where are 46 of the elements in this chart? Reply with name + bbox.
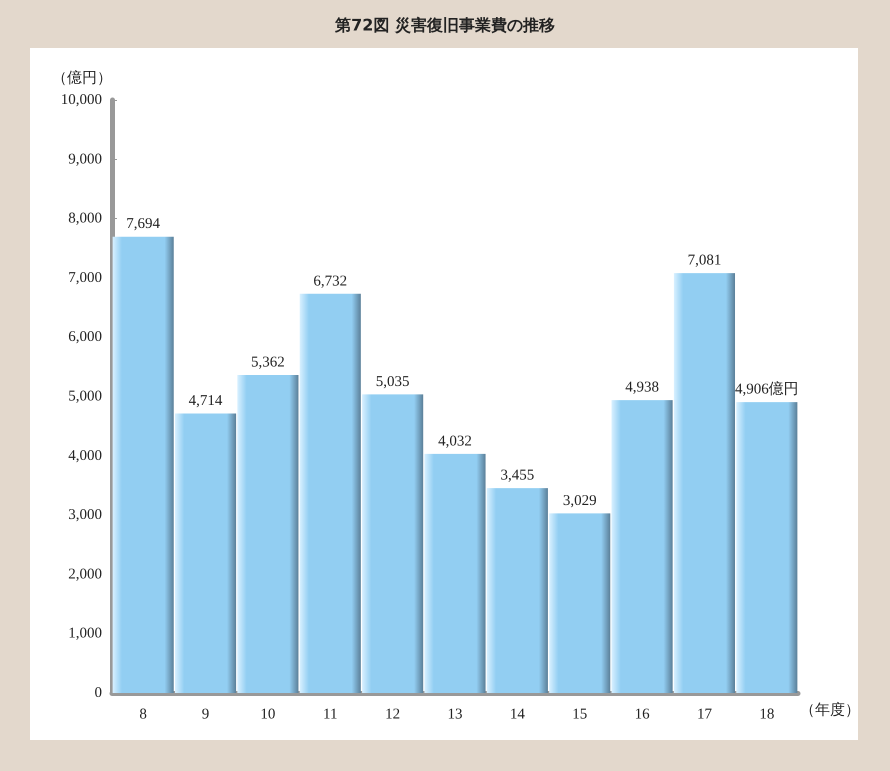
y-tick-label: 4,000 bbox=[68, 448, 102, 464]
x-axis-title: （年度） bbox=[800, 702, 860, 718]
data-label: 7,081 bbox=[688, 252, 722, 269]
bar bbox=[300, 294, 361, 693]
bar bbox=[612, 400, 673, 693]
x-tick-label: 13 bbox=[448, 706, 462, 722]
y-tick-label: 8,000 bbox=[68, 210, 102, 227]
x-tick-label: 16 bbox=[634, 706, 650, 722]
y-tick-label: 5,000 bbox=[68, 388, 102, 404]
y-tick-label: 10,000 bbox=[60, 92, 102, 108]
x-tick-label: 11 bbox=[323, 706, 338, 722]
x-tick-label: 9 bbox=[202, 706, 210, 722]
bar bbox=[362, 394, 424, 693]
x-tick-label: 12 bbox=[385, 706, 400, 722]
y-tick-label: 0 bbox=[94, 685, 102, 701]
data-label: 6,732 bbox=[313, 273, 348, 290]
bar bbox=[424, 454, 486, 693]
x-tick-label: 10 bbox=[260, 706, 276, 722]
y-tick-label: 2,000 bbox=[68, 566, 102, 582]
data-label: 4,032 bbox=[438, 433, 472, 450]
data-label: 4,906億円 bbox=[734, 380, 799, 398]
x-tick-label: 17 bbox=[696, 706, 712, 722]
data-label: 4,938 bbox=[625, 380, 659, 396]
data-label: 5,035 bbox=[376, 374, 410, 390]
data-label: 5,362 bbox=[251, 354, 285, 371]
data-label: 7,694 bbox=[126, 216, 161, 232]
bar bbox=[736, 402, 798, 693]
chart-title: 第72図 災害復旧事業費の推移 bbox=[334, 16, 555, 34]
x-tick-label: 15 bbox=[572, 706, 588, 722]
x-tick-label: 14 bbox=[510, 706, 526, 722]
y-tick-label: 6,000 bbox=[68, 329, 102, 346]
data-label: 3,029 bbox=[562, 492, 597, 509]
x-tick-label: 8 bbox=[139, 706, 147, 722]
data-label: 3,455 bbox=[500, 468, 534, 484]
y-axis-title: （億円） bbox=[52, 70, 112, 86]
y-tick-label: 7,000 bbox=[68, 270, 102, 286]
x-tick-label: 18 bbox=[759, 706, 774, 722]
data-label: 4,714 bbox=[188, 392, 223, 409]
y-tick-label: 9,000 bbox=[68, 151, 102, 168]
bar bbox=[237, 375, 298, 693]
bar bbox=[174, 413, 236, 693]
bar bbox=[549, 513, 610, 693]
y-tick-label: 3,000 bbox=[68, 507, 102, 524]
bar bbox=[486, 488, 548, 693]
bar bbox=[674, 273, 736, 693]
y-tick-label: 1,000 bbox=[68, 626, 102, 642]
